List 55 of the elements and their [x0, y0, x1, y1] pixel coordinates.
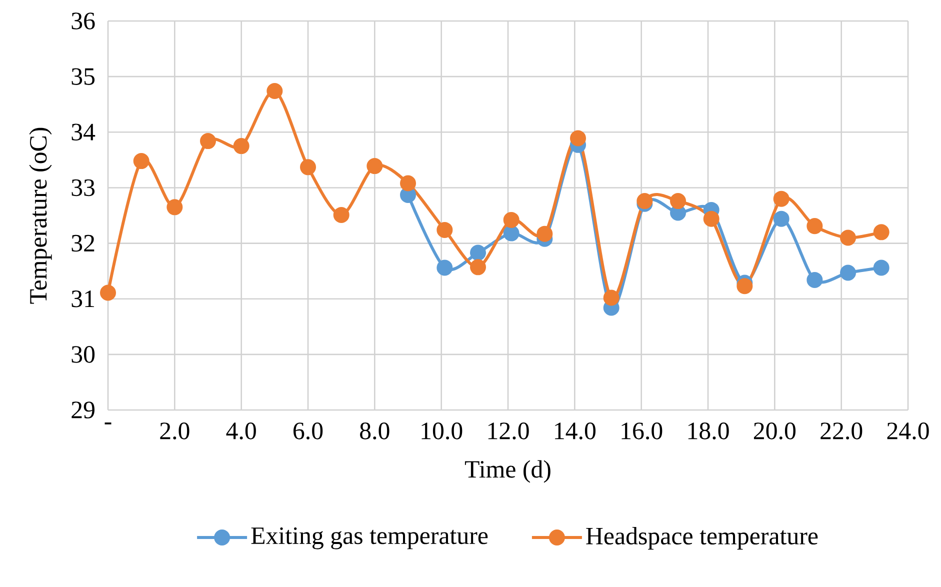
point [470, 259, 486, 276]
point [773, 210, 790, 227]
point [570, 130, 586, 146]
point [536, 226, 553, 242]
point [503, 212, 520, 228]
x-tick-label: 20.0 [754, 422, 796, 440]
point [670, 193, 686, 210]
point [233, 138, 250, 154]
point [266, 83, 283, 100]
point [806, 218, 823, 234]
point [603, 290, 620, 306]
point [703, 210, 720, 227]
point [873, 224, 890, 240]
x-tick-label: 2.0 [160, 422, 190, 440]
legend-label: Exiting gas temperature [251, 527, 488, 550]
x-tick-label: 24.0 [887, 422, 929, 440]
y-axis-title: Temperature (oC) [29, 128, 52, 304]
point [503, 225, 520, 242]
y-tick-label: 36 [72, 12, 95, 30]
point [166, 199, 183, 216]
y-tick-label: 34 [72, 124, 96, 141]
legend-label: Headspace temperature [586, 526, 818, 550]
x-tick-label: 22.0 [820, 422, 862, 440]
x-tick-label: 12.0 [488, 422, 529, 440]
x-axis-title: Time (d) [464, 460, 550, 483]
y-tick-label: 31 [72, 290, 94, 308]
point [333, 206, 350, 223]
point [773, 190, 790, 207]
point [100, 284, 116, 301]
x-tick-label: - [104, 422, 112, 424]
point [133, 153, 150, 170]
point [840, 264, 856, 281]
x-tick-label: 6.0 [293, 422, 323, 440]
y-tick-label: 30 [72, 346, 95, 363]
point [366, 158, 383, 174]
point [736, 278, 753, 294]
x-tick-label: 16.0 [622, 422, 662, 440]
x-tick-label: 10.0 [422, 422, 462, 440]
x-tick-label: 4.0 [226, 422, 256, 440]
x-tick-label: 8.0 [360, 422, 390, 440]
point [806, 272, 823, 288]
point [400, 175, 416, 192]
point [436, 260, 453, 276]
y-tick-label: 32 [72, 234, 94, 252]
y-tick-label: 29 [72, 402, 94, 418]
point [200, 133, 216, 150]
point [840, 230, 856, 246]
y-tick-label: 33 [72, 179, 95, 196]
y-tick-label: 35 [72, 68, 95, 85]
point [300, 159, 316, 176]
point [873, 260, 890, 276]
x-tick-label: 18.0 [688, 422, 729, 440]
point [436, 222, 453, 238]
point [470, 244, 486, 261]
x-tick-label: 14.0 [555, 422, 596, 440]
